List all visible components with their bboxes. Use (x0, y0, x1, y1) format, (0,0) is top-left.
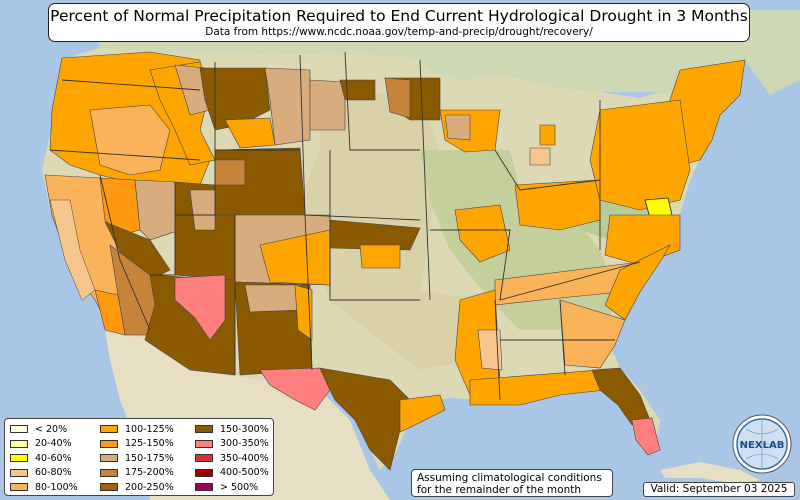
legend-swatch (100, 439, 118, 448)
region-arizona-pink (174, 274, 226, 341)
region-michigan-tan (529, 147, 551, 166)
region-nm-tan (244, 284, 301, 313)
region-kansas-orange (359, 244, 401, 269)
legend-swatch (10, 425, 28, 433)
region-minnesota-tan (384, 77, 411, 119)
region-mississippi-tan (477, 329, 503, 371)
region-nm-orange (294, 284, 313, 341)
legend-label: 400-500% (220, 467, 269, 478)
legend-swatch (10, 439, 28, 448)
legend-item: 150-300% (195, 423, 269, 435)
legend-item: 20-40% (10, 438, 72, 450)
region-montana-east (264, 67, 311, 146)
region-texas (319, 367, 411, 471)
legend-item: 100-125% (100, 423, 174, 435)
legend: < 20% 20-40% 40-60% 60-80% 80-100% 100-125% 12… (4, 418, 274, 496)
cuba-island (660, 462, 760, 484)
legend-label: 150-300% (220, 423, 269, 435)
legend-label: 150-175% (125, 452, 174, 464)
legend-swatch (100, 468, 118, 477)
legend-label: < 20% (35, 423, 68, 435)
legend-swatch (195, 439, 213, 448)
region-illinois (454, 204, 511, 263)
legend-label: > 500% (220, 481, 259, 493)
region-nevada-central (134, 179, 181, 241)
legend-label: 300-350% (220, 438, 269, 449)
legend-item: 400-500% (195, 467, 269, 479)
legend-label: 350-400% (220, 452, 269, 464)
region-oregon-interior (89, 104, 171, 176)
region-georgia (559, 299, 626, 369)
legend-item: 175-200% (100, 467, 174, 479)
region-carolina-coast (604, 244, 671, 321)
map-subtitle: Data from https://www.ncdc.noaa.gov/temp… (205, 26, 593, 38)
legend-swatch (100, 454, 118, 462)
legend-swatch (10, 454, 28, 462)
region-socal-coast (94, 289, 126, 336)
legend-item: 60-80% (10, 467, 72, 479)
nexlab-logo: NEXLAB (732, 414, 792, 474)
valid-date: Valid: September 03 2025 (643, 482, 795, 497)
region-new-york-pa (589, 99, 691, 211)
legend-label: 175-200% (125, 467, 174, 478)
legend-item: 40-60% (10, 452, 72, 464)
legend-label: 125-150% (125, 438, 174, 449)
region-texas-coast (399, 394, 446, 433)
legend-swatch (195, 425, 213, 433)
legend-swatch (10, 483, 28, 491)
legend-label: 40-60% (35, 452, 72, 464)
title-box: Percent of Normal Precipitation Required… (48, 3, 750, 42)
legend-swatch (100, 425, 118, 433)
legend-item: < 20% (10, 423, 67, 435)
assumption-note: Assuming climatological conditions for t… (411, 469, 613, 497)
legend-item: 200-250% (100, 481, 174, 493)
legend-item: 150-175% (100, 452, 174, 464)
legend-label: 60-80% (35, 467, 72, 478)
legend-swatch (195, 468, 213, 477)
map-title: Percent of Normal Precipitation Required… (50, 7, 748, 25)
region-utah-tan (189, 189, 216, 231)
legend-swatch (10, 468, 28, 477)
legend-label: 100-125% (125, 423, 174, 435)
note-line-2: for the remainder of the month (417, 484, 582, 496)
region-nd-brown (339, 79, 376, 101)
legend-label: 20-40% (35, 438, 72, 449)
legend-item: 300-350% (195, 438, 269, 450)
legend-item: > 500% (195, 481, 258, 493)
region-wi-tan (444, 114, 471, 141)
region-florida-south-pink (631, 417, 661, 456)
legend-label: 200-250% (125, 481, 174, 493)
region-dakota-west (309, 79, 346, 131)
region-indiana-ohio (514, 179, 601, 231)
legend-item: 80-100% (10, 481, 78, 493)
legend-swatch (195, 454, 213, 462)
legend-swatch (100, 483, 118, 491)
state-borders (49, 51, 641, 401)
legend-label: 80-100% (35, 481, 78, 493)
legend-item: 125-150% (100, 438, 174, 450)
legend-swatch (195, 483, 213, 491)
note-line-1: Assuming climatological conditions (417, 472, 602, 484)
region-michigan-orange (539, 124, 556, 146)
logo-text: NEXLAB (740, 440, 785, 451)
region-wyoming-sw (214, 159, 246, 186)
legend-item: 350-400% (195, 452, 269, 464)
